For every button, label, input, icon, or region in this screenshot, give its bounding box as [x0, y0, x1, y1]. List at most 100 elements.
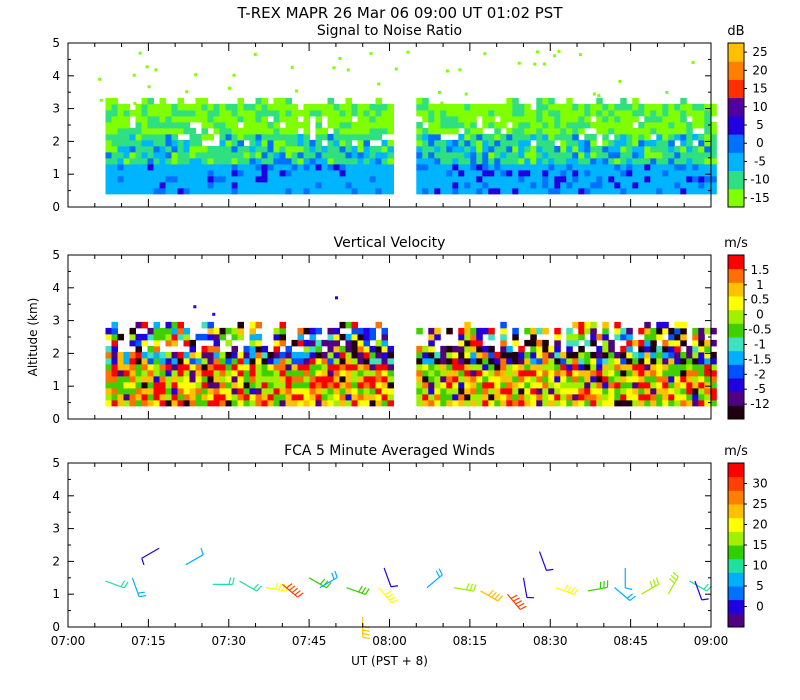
heat-cell [500, 163, 507, 171]
heat-cell [303, 387, 311, 395]
heat-cell [255, 127, 263, 135]
heat-cell [656, 145, 663, 153]
barb-feather [120, 580, 126, 588]
heat-cell [656, 321, 663, 329]
heat-cell [692, 163, 699, 171]
heat-cell [536, 381, 543, 389]
heat-cell [375, 145, 383, 153]
heat-cell [225, 127, 233, 135]
heat-cell [494, 351, 501, 359]
heat-cell [620, 375, 627, 383]
heat-cell [470, 115, 477, 123]
heat-cell [273, 175, 281, 183]
heat-cell [237, 351, 245, 359]
barb-feather [668, 578, 675, 584]
heat-cell [458, 169, 465, 177]
barb-feather [364, 588, 370, 595]
heat-cell [608, 127, 615, 135]
heat-cell [243, 181, 251, 189]
heat-cell [710, 399, 717, 407]
heat-cell [117, 357, 125, 365]
heat-cell [560, 399, 567, 407]
heat-cell [231, 375, 239, 383]
heat-cell [225, 339, 233, 347]
heat-cell [129, 175, 137, 183]
heat-cell [225, 363, 233, 371]
heat-cell [213, 327, 221, 335]
heat-cell [345, 103, 353, 111]
heat-cell [339, 369, 347, 377]
heat-cell [614, 175, 621, 183]
heat-cell [638, 339, 645, 347]
heat-cell [297, 175, 305, 183]
heat-cell [674, 175, 681, 183]
heat-cell [195, 181, 203, 189]
heat-cell [135, 399, 143, 407]
heat-cell [602, 163, 609, 171]
heat-cell [189, 387, 197, 395]
heat-cell [518, 375, 525, 383]
heat-cell [315, 399, 323, 407]
heat-cell [494, 109, 501, 117]
heat-cell [345, 97, 353, 105]
barb-feather [465, 583, 470, 591]
heat-cell [644, 321, 651, 329]
heat-cell [608, 181, 615, 189]
colorbar-label: -12 [750, 397, 770, 411]
heat-cell [464, 321, 471, 329]
heat-cell [303, 357, 311, 365]
heat-cell [590, 181, 597, 189]
heat-cell [141, 387, 149, 395]
heat-cell [201, 357, 209, 365]
heat-cell [704, 103, 711, 111]
heat-cell [530, 357, 537, 365]
heat-cell [614, 381, 621, 389]
heat-cell [219, 393, 227, 401]
heat-cell [249, 351, 257, 359]
heat-cell [668, 387, 675, 395]
heat-cell [279, 393, 287, 401]
heat-cell [704, 181, 711, 189]
heat-cell [494, 103, 501, 111]
heat-cell [632, 151, 639, 159]
barb-feather [325, 582, 332, 589]
heat-cell [710, 175, 717, 183]
heat-cell [105, 345, 113, 353]
heat-cell [219, 399, 227, 407]
heat-cell [524, 339, 531, 347]
heat-cell [482, 393, 489, 401]
heat-speckle [295, 89, 299, 93]
heat-cell [363, 109, 371, 117]
heat-cell [518, 381, 525, 389]
heat-cell [141, 339, 149, 347]
heat-cell [261, 121, 269, 129]
heat-cell [446, 115, 453, 123]
heat-cell [680, 121, 687, 129]
heat-cell [704, 163, 711, 171]
heat-cell [458, 145, 465, 153]
heat-cell [213, 121, 221, 129]
heat-cell [698, 181, 705, 189]
heat-cell [285, 127, 293, 135]
heat-cell [470, 369, 477, 377]
heat-cell [506, 375, 513, 383]
heat-cell [500, 321, 507, 329]
heat-cell [147, 333, 155, 341]
heat-cell [297, 381, 305, 389]
heat-cell [111, 109, 119, 117]
heat-cell [650, 157, 657, 165]
heat-cell [105, 115, 113, 123]
heat-cell [608, 345, 615, 353]
heat-cell [644, 139, 651, 147]
heat-cell [255, 345, 263, 353]
heat-cell [494, 151, 501, 159]
heat-cell [650, 327, 657, 335]
heat-cell [554, 393, 561, 401]
heat-cell [656, 351, 663, 359]
heat-cell [512, 121, 519, 129]
heat-cell [243, 369, 251, 377]
heat-cell [135, 127, 143, 135]
barb-feather [141, 558, 145, 566]
heat-cell [434, 127, 441, 135]
heat-cell [369, 157, 377, 165]
